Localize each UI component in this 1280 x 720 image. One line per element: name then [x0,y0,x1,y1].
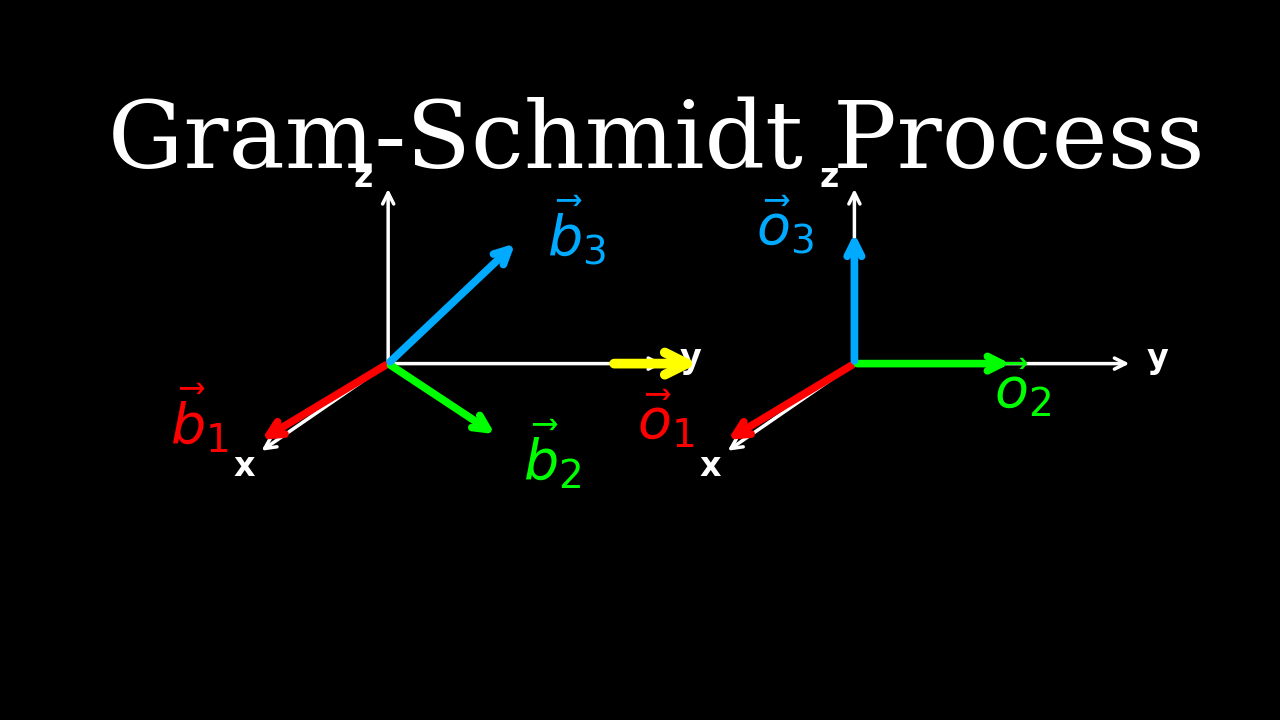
Text: Gram-Schmidt Process: Gram-Schmidt Process [108,96,1204,186]
Text: $\vec{b}_3$: $\vec{b}_3$ [547,194,607,267]
Text: $\vec{b}_1$: $\vec{b}_1$ [170,383,229,455]
Text: y: y [1146,341,1167,374]
Text: y: y [680,341,701,374]
Text: x: x [233,450,255,482]
Text: x: x [700,450,722,482]
Text: $\vec{o}_2$: $\vec{o}_2$ [995,357,1052,420]
Text: z: z [353,161,372,194]
Text: $\vec{o}_3$: $\vec{o}_3$ [756,194,814,256]
Text: $\vec{b}_2$: $\vec{b}_2$ [522,418,581,492]
Text: $\vec{o}_1$: $\vec{o}_1$ [637,388,695,450]
Text: z: z [820,161,840,194]
